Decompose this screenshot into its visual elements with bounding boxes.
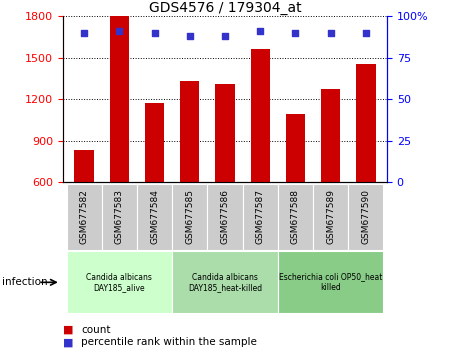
Text: GSM677588: GSM677588 bbox=[291, 189, 300, 244]
Bar bbox=[172, 184, 207, 250]
Point bbox=[327, 30, 334, 35]
Bar bbox=[74, 150, 94, 182]
Bar bbox=[243, 184, 278, 250]
Text: GSM677590: GSM677590 bbox=[361, 189, 370, 244]
Bar bbox=[137, 184, 172, 250]
Bar bbox=[356, 64, 376, 182]
Point bbox=[221, 33, 229, 39]
Bar bbox=[207, 184, 243, 250]
Bar bbox=[251, 48, 270, 182]
Bar bbox=[215, 84, 235, 182]
Text: GSM677589: GSM677589 bbox=[326, 189, 335, 244]
Text: GSM677584: GSM677584 bbox=[150, 189, 159, 244]
Point bbox=[81, 30, 88, 35]
Text: percentile rank within the sample: percentile rank within the sample bbox=[81, 337, 257, 347]
Title: GDS4576 / 179304_at: GDS4576 / 179304_at bbox=[148, 1, 302, 15]
Text: ■: ■ bbox=[63, 337, 73, 347]
Text: ■: ■ bbox=[63, 325, 73, 335]
Bar bbox=[286, 114, 305, 182]
Bar bbox=[110, 16, 129, 182]
Text: GSM677585: GSM677585 bbox=[185, 189, 194, 244]
Text: Escherichia coli OP50_heat
killed: Escherichia coli OP50_heat killed bbox=[279, 273, 382, 292]
Bar bbox=[180, 81, 199, 182]
Point bbox=[362, 30, 369, 35]
Bar bbox=[67, 184, 102, 250]
Text: Candida albicans
DAY185_alive: Candida albicans DAY185_alive bbox=[86, 273, 152, 292]
Bar bbox=[145, 103, 164, 182]
Bar bbox=[278, 251, 383, 313]
Bar bbox=[313, 184, 348, 250]
Point bbox=[186, 33, 194, 39]
Text: count: count bbox=[81, 325, 111, 335]
Bar bbox=[102, 184, 137, 250]
Point bbox=[116, 28, 123, 34]
Point bbox=[151, 30, 158, 35]
Bar bbox=[67, 251, 172, 313]
Point bbox=[292, 30, 299, 35]
Text: Candida albicans
DAY185_heat-killed: Candida albicans DAY185_heat-killed bbox=[188, 273, 262, 292]
Text: infection: infection bbox=[2, 277, 48, 287]
Text: GSM677586: GSM677586 bbox=[220, 189, 230, 244]
Text: GSM677587: GSM677587 bbox=[256, 189, 265, 244]
Point bbox=[256, 28, 264, 34]
Text: GSM677583: GSM677583 bbox=[115, 189, 124, 244]
Bar bbox=[321, 90, 340, 182]
Bar bbox=[172, 251, 278, 313]
Text: GSM677582: GSM677582 bbox=[80, 189, 89, 244]
Bar bbox=[348, 184, 383, 250]
Bar bbox=[278, 184, 313, 250]
